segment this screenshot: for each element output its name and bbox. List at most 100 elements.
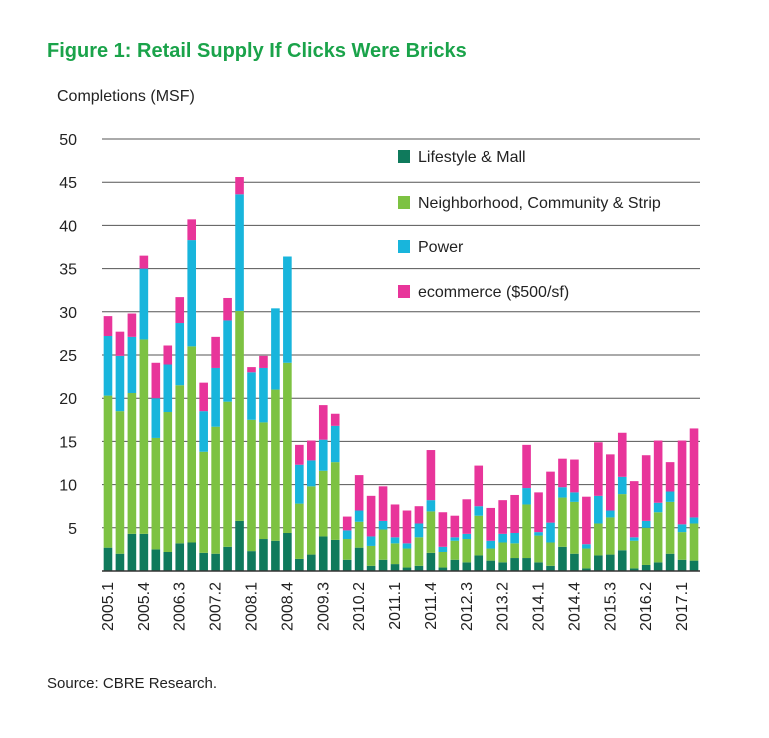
bar-lifestyle_mall	[163, 551, 173, 571]
bar-ecommerce	[665, 462, 675, 492]
bar-power	[534, 532, 543, 536]
bar-ecommerce	[175, 297, 185, 324]
bar-lifestyle_mall	[653, 562, 663, 571]
bar-lifestyle_mall	[235, 520, 244, 571]
bar-power	[283, 256, 292, 363]
bar-neighborhood	[103, 395, 113, 548]
bar-ecommerce	[510, 494, 519, 533]
bar-lifestyle_mall	[151, 549, 161, 571]
bar-neighborhood	[247, 419, 256, 552]
bar-neighborhood	[689, 523, 699, 561]
bar-ecommerce	[366, 495, 376, 537]
bar-neighborhood	[677, 532, 687, 560]
bar-power	[641, 520, 651, 528]
y-tick-label: 20	[59, 391, 77, 408]
bar-lifestyle_mall	[462, 562, 472, 571]
bar-lifestyle_mall	[295, 558, 304, 571]
bar-neighborhood	[498, 542, 507, 563]
x-tick-label: 2014.4	[566, 582, 583, 631]
bar-lifestyle_mall	[390, 564, 400, 571]
bar-power	[617, 476, 627, 495]
y-tick-label: 25	[59, 348, 77, 365]
bar-neighborhood	[402, 548, 412, 568]
x-tick-label: 2013.2	[495, 582, 512, 631]
bar-lifestyle_mall	[330, 539, 340, 571]
bar-power	[318, 439, 328, 471]
x-tick-label: 2010.2	[351, 582, 368, 631]
bar-lifestyle_mall	[306, 554, 316, 571]
bar-ecommerce	[318, 405, 328, 440]
bar-neighborhood	[582, 548, 591, 569]
bar-power	[665, 491, 675, 502]
bar-ecommerce	[594, 442, 603, 496]
bar-neighborhood	[390, 543, 400, 565]
x-tick-label: 2011.4	[423, 582, 440, 630]
bar-lifestyle_mall	[486, 560, 496, 571]
bar-neighborhood	[211, 426, 220, 554]
bar-power	[402, 543, 412, 549]
y-tick-label: 40	[59, 218, 77, 235]
bar-ecommerce	[139, 255, 149, 269]
bar-power	[677, 524, 687, 533]
bar-power	[629, 537, 639, 541]
bar-power	[139, 268, 149, 340]
bar-power	[175, 323, 185, 386]
bar-ecommerce	[127, 313, 137, 337]
bar-ecommerce	[330, 413, 340, 426]
y-tick-label: 50	[59, 132, 77, 149]
bar-ecommerce	[223, 297, 232, 321]
y-tick-label: 35	[59, 262, 77, 279]
legend-swatch-lifestyle_mall	[398, 150, 410, 163]
bar-neighborhood	[653, 512, 663, 563]
bar-ecommerce	[617, 432, 627, 477]
bar-lifestyle_mall	[677, 559, 687, 571]
bar-power	[151, 398, 161, 438]
x-tick-label: 2016.2	[638, 582, 655, 631]
bar-lifestyle_mall	[271, 540, 280, 571]
bar-lifestyle_mall	[402, 567, 412, 571]
bar-neighborhood	[426, 511, 436, 553]
bar-ecommerce	[163, 345, 173, 365]
bar-power	[462, 533, 472, 540]
bar-ecommerce	[486, 507, 496, 541]
bar-ecommerce	[474, 465, 484, 507]
bar-neighborhood	[354, 521, 364, 548]
bar-ecommerce	[414, 506, 424, 524]
y-tick-label: 30	[59, 305, 77, 322]
bar-power	[605, 510, 615, 518]
bar-neighborhood	[259, 422, 268, 540]
bar-power	[235, 194, 244, 311]
legend-swatch-power	[398, 240, 410, 253]
bar-lifestyle_mall	[115, 553, 125, 571]
bar-lifestyle_mall	[426, 552, 436, 571]
bar-power	[558, 487, 567, 498]
y-tick-label: 10	[59, 478, 77, 495]
bar-lifestyle_mall	[641, 564, 651, 571]
bar-neighborhood	[558, 497, 567, 547]
bar-ecommerce	[342, 516, 352, 531]
bar-ecommerce	[582, 496, 591, 545]
x-tick-label: 2011.1	[387, 582, 404, 630]
bar-neighborhood	[318, 470, 328, 537]
x-tick-label: 2005.1	[100, 582, 117, 631]
bar-neighborhood	[629, 540, 639, 569]
bar-ecommerce	[462, 499, 472, 534]
bar-ecommerce	[235, 177, 244, 195]
bar-power	[223, 320, 232, 402]
bar-lifestyle_mall	[223, 546, 232, 571]
bar-neighborhood	[223, 401, 232, 547]
bar-ecommerce	[546, 471, 555, 523]
y-tick-label: 45	[59, 175, 77, 192]
bar-power	[330, 425, 340, 463]
bar-ecommerce	[450, 515, 460, 538]
bar-power	[390, 537, 400, 544]
bar-lifestyle_mall	[139, 533, 149, 571]
bar-power	[426, 500, 436, 512]
bar-power	[271, 308, 280, 390]
x-tick-label: 2006.3	[172, 582, 189, 631]
bar-neighborhood	[271, 389, 280, 541]
bar-neighborhood	[462, 539, 472, 563]
bar-ecommerce	[354, 475, 364, 511]
bar-ecommerce	[151, 362, 161, 399]
